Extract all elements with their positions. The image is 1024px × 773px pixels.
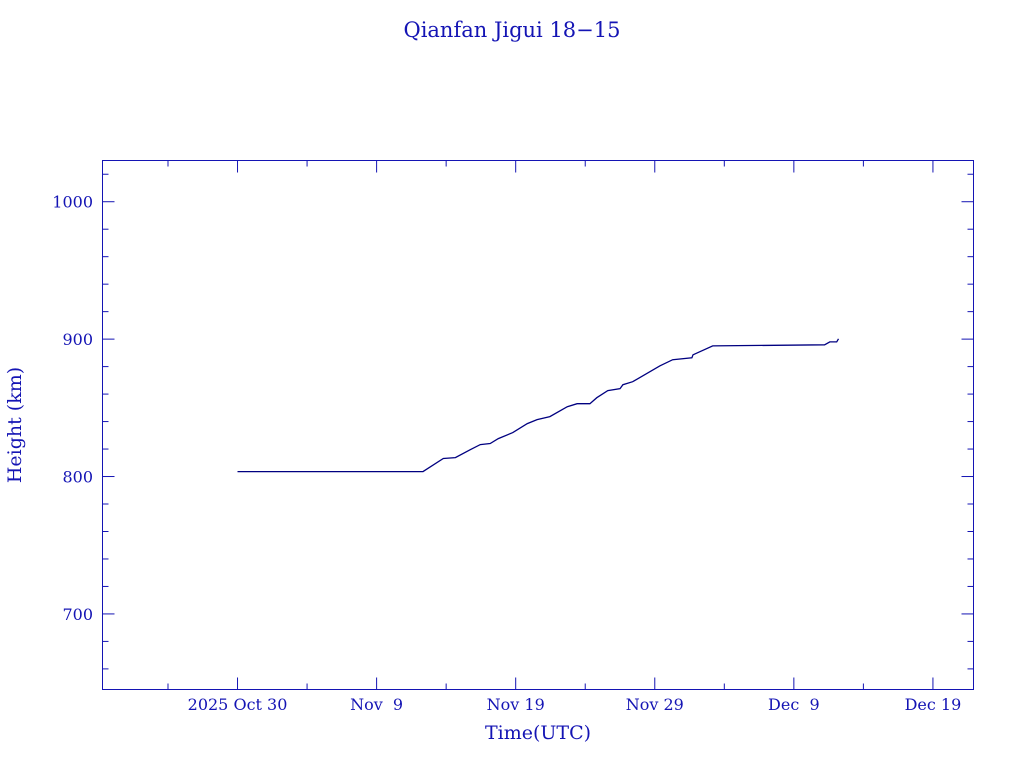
plot-frame bbox=[102, 160, 974, 690]
y-tick-label: 900 bbox=[62, 330, 93, 349]
y-tick-labels: 700 800 900 1000 bbox=[52, 193, 93, 624]
x-tick-labels: 2025 Oct 30 Nov 9 Nov 19 Nov 29 Dec 9 Dec 19 bbox=[188, 695, 962, 714]
x-tick-label: Dec 9 bbox=[768, 695, 820, 714]
x-tick-label: Dec 19 bbox=[905, 695, 962, 714]
y-axis-label: Height (km) bbox=[4, 367, 26, 483]
x-axis-label: Time(UTC) bbox=[485, 722, 591, 744]
series-line-height bbox=[237, 338, 840, 473]
x-tick-label: Nov 19 bbox=[487, 695, 545, 714]
chart-title: Qianfan Jigui 18−15 bbox=[403, 18, 620, 42]
y-tick-label: 800 bbox=[62, 468, 93, 487]
x-tick-label: Nov 9 bbox=[350, 695, 403, 714]
y-tick-label: 700 bbox=[62, 605, 93, 624]
axis-ticks bbox=[102, 160, 974, 690]
y-tick-label: 1000 bbox=[52, 193, 93, 212]
x-tick-label: 2025 Oct 30 bbox=[188, 695, 288, 714]
x-tick-label: Nov 29 bbox=[626, 695, 684, 714]
